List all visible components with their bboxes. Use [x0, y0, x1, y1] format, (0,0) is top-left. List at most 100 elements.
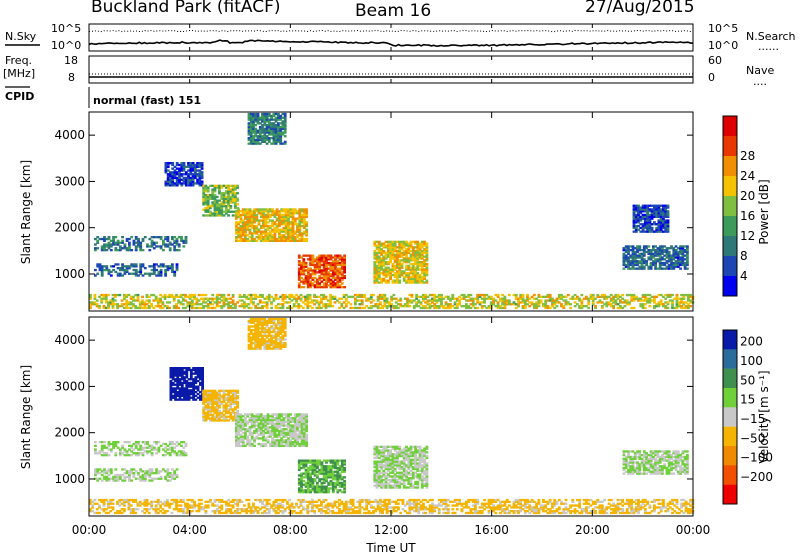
heatmap-cell [417, 305, 421, 308]
heatmap-cell [273, 221, 277, 224]
heatmap-cell [107, 444, 111, 447]
heatmap-cell [662, 305, 665, 308]
heatmap-cell [137, 442, 140, 446]
heatmap-cell [157, 274, 161, 277]
heatmap-cell [154, 297, 158, 300]
heatmap-cell [266, 413, 270, 416]
heatmap-cell [273, 418, 277, 422]
heatmap-cell [455, 297, 459, 300]
heatmap-cell [291, 424, 295, 427]
heatmap-cell [176, 391, 180, 394]
heatmap-cell [164, 265, 167, 268]
heatmap-cell [589, 293, 593, 297]
heatmap-cell [431, 305, 434, 308]
heatmap-cell [96, 239, 100, 242]
heatmap-cell [200, 162, 204, 165]
heatmap-cell [191, 169, 195, 172]
heatmap-cell [235, 435, 238, 438]
heatmap-cell [657, 210, 661, 213]
heatmap-cell [566, 301, 570, 304]
heatmap-cell [299, 305, 303, 308]
heatmap-cell [680, 293, 683, 297]
heatmap-cell [241, 444, 245, 447]
heatmap-cell [322, 269, 326, 272]
heatmap-cell [234, 303, 237, 306]
heatmap-cell [289, 208, 293, 211]
heatmap-cell [676, 260, 680, 263]
heatmap-cell [327, 274, 331, 278]
heatmap-cell [241, 237, 245, 241]
heatmap-cell [235, 223, 238, 226]
heatmap-cell [537, 305, 541, 308]
heatmap-cell [220, 299, 224, 302]
heatmap-cell [503, 299, 507, 302]
heatmap-cell [271, 417, 274, 420]
heatmap-cell [237, 232, 240, 235]
heatmap-cell [639, 210, 643, 213]
heatmap-cell [342, 306, 346, 310]
heatmap-cell [250, 415, 254, 418]
heatmap-cell [293, 221, 297, 224]
heatmap-cell [202, 391, 206, 394]
heatmap-cell [266, 210, 270, 213]
heatmap-cell [407, 259, 411, 262]
heatmap-cell [670, 263, 673, 267]
heatmap-cell [139, 452, 143, 455]
heatmap-cell [382, 279, 386, 282]
heatmap-cell [267, 129, 271, 132]
heatmap-cell [683, 263, 687, 267]
heatmap-cell [679, 263, 682, 267]
heatmap-cell [109, 270, 113, 273]
heatmap-cell [114, 479, 118, 482]
heatmap-cell [213, 208, 217, 211]
heatmap-cell [116, 479, 120, 482]
heatmap-cell [667, 260, 671, 263]
heatmap-cell [358, 306, 362, 310]
heatmap-cell [499, 305, 502, 308]
heatmap-cell [397, 299, 400, 302]
heatmap-cell [297, 297, 301, 300]
heatmap-cell [175, 454, 179, 457]
heatmap-cell [446, 303, 450, 306]
heatmap-cell [589, 297, 593, 300]
heatmap-cell [280, 215, 284, 218]
heatmap-cell [249, 137, 253, 140]
heatmap-cell [662, 215, 665, 218]
heatmap-cell [384, 275, 388, 279]
heatmap-cell [172, 295, 176, 298]
heatmap-cell [202, 397, 206, 400]
heatmap-cell [253, 228, 256, 231]
heatmap-cell [512, 301, 516, 304]
heatmap-cell [236, 400, 239, 404]
heatmap-cell [264, 234, 268, 237]
heatmap-cell [416, 251, 420, 255]
heatmap-cell [264, 439, 268, 442]
heatmap-cell [380, 264, 383, 267]
heatmap-cell [598, 295, 602, 298]
heatmap-cell [684, 293, 688, 297]
heatmap-cell [647, 250, 651, 254]
heatmap-cell [636, 249, 639, 252]
heatmap-cell [159, 274, 163, 277]
velocity-heatmap [89, 317, 695, 515]
heatmap-cell [243, 306, 246, 310]
heatmap-cell [687, 293, 690, 297]
heatmap-cell [112, 444, 115, 447]
heatmap-cell [271, 433, 274, 436]
noise-tick-low-right: 10^0 [708, 39, 738, 52]
heatmap-cell [193, 182, 197, 185]
heatmap-cell [141, 473, 145, 477]
heatmap-cell [206, 410, 210, 413]
heatmap-cell [643, 217, 647, 220]
heatmap-cell [316, 263, 319, 267]
heatmap-cell [373, 266, 377, 269]
heatmap-cell [272, 125, 276, 129]
heatmap-cell [177, 243, 181, 246]
heatmap-cell [204, 193, 208, 197]
heatmap-cell [139, 247, 143, 250]
heatmap-cell [280, 437, 284, 440]
heatmap-cell [514, 303, 518, 306]
heatmap-cell [569, 297, 572, 300]
heatmap-cell [198, 163, 202, 167]
heatmap-cell [189, 376, 193, 379]
